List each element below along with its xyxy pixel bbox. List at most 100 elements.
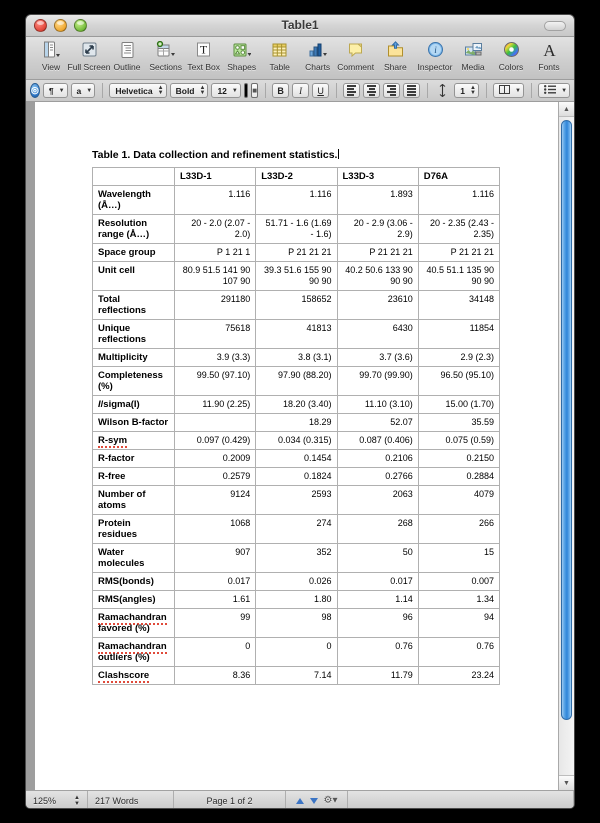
table-row-label[interactable]: Space group [92, 243, 175, 262]
table-header-cell-3[interactable]: L33D-3 [336, 167, 419, 186]
minimize-window-button[interactable] [54, 19, 67, 32]
table-cell[interactable]: 266 [417, 514, 501, 544]
table-cell[interactable]: 3.9 (3.3) [173, 348, 257, 367]
table-row-label[interactable]: R-factor [92, 449, 175, 468]
table-cell[interactable]: 1.80 [255, 590, 338, 609]
table-cell[interactable]: 96 [336, 608, 419, 638]
font-size-popup[interactable]: 12 ▼ [211, 83, 241, 98]
table-cell[interactable]: 23610 [336, 290, 419, 320]
table-cell[interactable]: 1.116 [417, 185, 501, 215]
table-cell[interactable]: P 21 21 21 [417, 243, 501, 262]
text-color-well[interactable] [243, 83, 249, 98]
table-cell[interactable]: 0.007 [417, 572, 501, 591]
table-cell[interactable]: 0.2009 [173, 449, 257, 468]
columns-popup[interactable]: ▼ [493, 83, 524, 98]
font-style-popup[interactable]: Bold ▲ ▼ [169, 83, 209, 98]
list-style-popup[interactable]: a ▼ [70, 83, 96, 98]
table-cell[interactable]: 20 - 2.35 (2.43 - 2.35) [417, 214, 501, 244]
table-cell[interactable]: 0.1824 [255, 467, 338, 486]
table-row-label[interactable]: R-sym [92, 431, 175, 450]
table-cell[interactable]: 1.893 [336, 185, 419, 215]
toolbar-button-charts[interactable]: Charts [299, 40, 337, 72]
table-cell[interactable]: 39.3 51.6 155 90 90 90 [255, 261, 338, 291]
bold-button[interactable]: B [272, 83, 290, 98]
table-cell[interactable]: P 21 21 21 [336, 243, 419, 262]
table-cell[interactable]: 52.07 [336, 413, 419, 432]
table-cell[interactable]: 0.76 [336, 637, 419, 667]
table-row-label[interactable]: Unique reflections [92, 319, 175, 349]
table-cell[interactable]: 11854 [417, 319, 501, 349]
table-cell[interactable]: 1.116 [255, 185, 338, 215]
table-cell[interactable]: 1068 [173, 514, 257, 544]
maximize-window-button[interactable] [74, 19, 87, 32]
table-cell[interactable]: 2063 [336, 485, 419, 515]
table-cell[interactable]: 2.9 (2.3) [417, 348, 501, 367]
table-cell[interactable]: 0.034 (0.315) [255, 431, 338, 450]
list-popup[interactable]: ▼ [538, 83, 571, 98]
table-cell[interactable]: P 1 21 1 [173, 243, 257, 262]
table-cell[interactable]: 99.50 (97.10) [173, 366, 257, 396]
table-cell[interactable]: 75618 [173, 319, 257, 349]
table-cell[interactable]: 51.71 - 1.6 (1.69 - 1.6) [255, 214, 338, 244]
table-cell[interactable]: 80.9 51.5 141 90 107 90 [173, 261, 257, 291]
table-cell[interactable]: 6430 [336, 319, 419, 349]
table-cell[interactable]: 96.50 (95.10) [417, 366, 501, 396]
toolbar-button-colors[interactable]: Colors [492, 40, 530, 72]
table-cell[interactable]: 0 [255, 637, 338, 667]
table-cell[interactable]: 907 [173, 543, 257, 573]
zoom-level-control[interactable]: 125% ▲ ▼ [26, 790, 88, 808]
table-cell[interactable]: 0.017 [336, 572, 419, 591]
table-cell[interactable]: 18.29 [255, 413, 338, 432]
table-cell[interactable]: 1.61 [173, 590, 257, 609]
scroll-down-arrow-icon[interactable]: ▼ [559, 775, 574, 790]
previous-page-icon[interactable] [295, 797, 304, 804]
table-cell[interactable] [173, 413, 257, 432]
table-cell[interactable]: 99 [173, 608, 257, 638]
scrollbar-thumb[interactable] [561, 120, 572, 720]
scroll-up-arrow-icon[interactable]: ▲ [559, 102, 574, 117]
table-cell[interactable]: 20 - 2.0 (2.07 - 2.0) [173, 214, 257, 244]
table-cell[interactable]: 274 [255, 514, 338, 544]
table-row-label[interactable]: Wilson B-factor [92, 413, 175, 432]
table-row-label[interactable]: Clashscore [92, 666, 175, 685]
toolbar-button-shapes[interactable]: Shapes [223, 40, 261, 72]
next-page-icon[interactable] [309, 797, 318, 804]
table-header-cell-2[interactable]: L33D-2 [255, 167, 338, 186]
table-cell[interactable]: 40.2 50.6 133 90 90 90 [336, 261, 419, 291]
table-cell[interactable]: 34148 [417, 290, 501, 320]
document-page[interactable]: Table 1. Data collection and refinement … [35, 102, 558, 790]
table-row-label[interactable]: Unit cell [92, 261, 175, 291]
table-cell[interactable]: 0.075 (0.59) [417, 431, 501, 450]
table-cell[interactable]: 0.2150 [417, 449, 501, 468]
table-row-label[interactable]: I/sigma(I) [92, 395, 175, 414]
table-cell[interactable]: 41813 [255, 319, 338, 349]
align-center-button[interactable] [363, 83, 381, 98]
table-row-label[interactable]: Water molecules [92, 543, 175, 573]
table-row-label[interactable]: Ramachandran outliers (%) [92, 637, 175, 667]
table-row-label[interactable]: RMS(angles) [92, 590, 175, 609]
table-cell[interactable]: 15 [417, 543, 501, 573]
table-cell[interactable]: 50 [336, 543, 419, 573]
toolbar-button-outline[interactable]: Outline [108, 40, 146, 72]
table-cell[interactable]: 1.116 [173, 185, 257, 215]
statistics-table[interactable]: L33D-1 L33D-2 L33D-3 D76A Wavelength (Å…… [92, 167, 501, 685]
page-navigation[interactable]: ⚙▾ [286, 790, 348, 808]
table-cell[interactable]: 1.14 [336, 590, 419, 609]
table-cell[interactable]: 0 [173, 637, 257, 667]
table-cell[interactable]: 0.026 [255, 572, 338, 591]
table-cell[interactable]: 352 [255, 543, 338, 573]
table-cell[interactable]: 9124 [173, 485, 257, 515]
toolbar-button-sections[interactable]: Sections [147, 40, 185, 72]
table-cell[interactable]: 15.00 (1.70) [417, 395, 501, 414]
table-cell[interactable]: 8.36 [173, 666, 257, 685]
table-cell[interactable]: 94 [417, 608, 501, 638]
document-scroll-area[interactable]: Table 1. Data collection and refinement … [26, 102, 574, 790]
align-right-button[interactable] [383, 83, 401, 98]
table-cell[interactable]: 99.70 (99.90) [336, 366, 419, 396]
table-cell[interactable]: 35.59 [417, 413, 501, 432]
italic-button[interactable]: I [292, 83, 310, 98]
table-row-label[interactable]: Completeness (%) [92, 366, 175, 396]
toolbar-button-media[interactable]: Media [454, 40, 492, 72]
table-cell[interactable]: 11.90 (2.25) [173, 395, 257, 414]
table-row-label[interactable]: Protein residues [92, 514, 175, 544]
